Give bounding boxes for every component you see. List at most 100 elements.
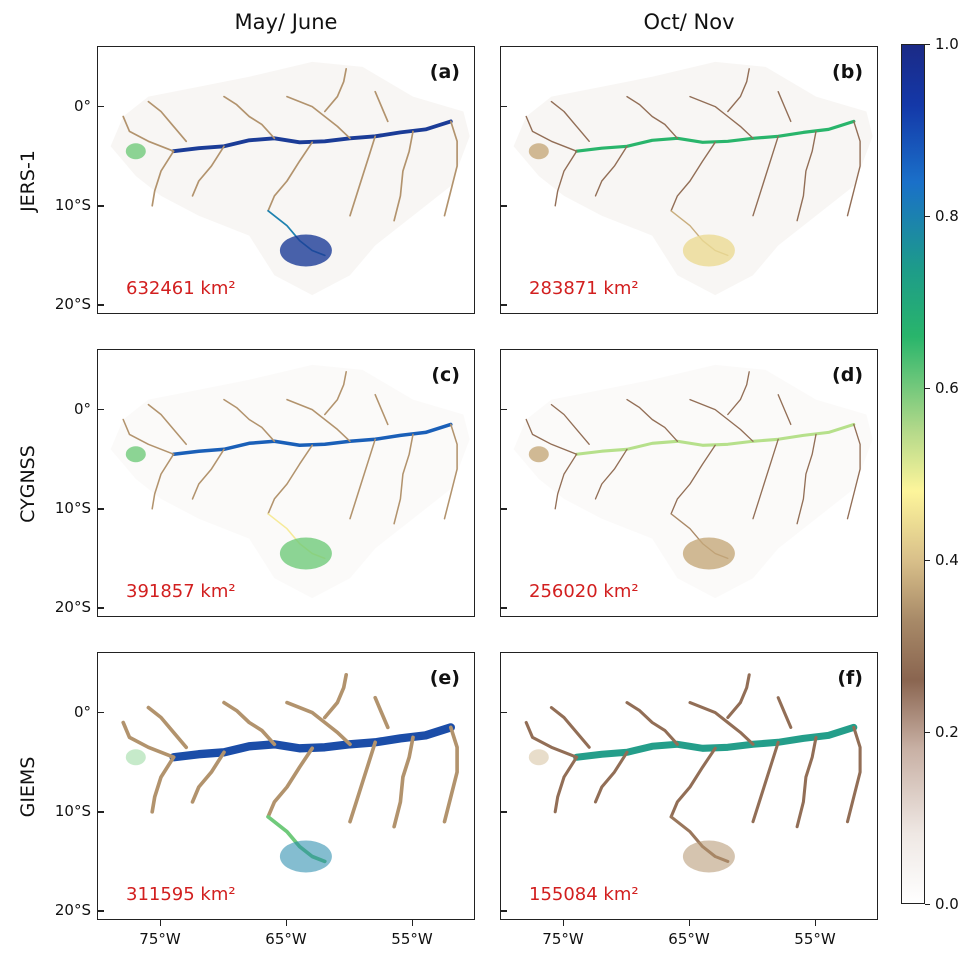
inundated-area-label: 256020 km² bbox=[529, 581, 639, 602]
tributary bbox=[689, 398, 754, 442]
tributary bbox=[689, 95, 754, 139]
y-tick-label: 10°S bbox=[54, 801, 91, 820]
tributary bbox=[727, 68, 750, 113]
tributary bbox=[554, 150, 578, 207]
tributary bbox=[122, 418, 175, 455]
western-wetland bbox=[528, 749, 549, 766]
tributary bbox=[266, 746, 315, 819]
inundated-area-label: 311595 km² bbox=[126, 884, 236, 905]
tributary bbox=[267, 444, 313, 515]
x-tick-label: 75°W bbox=[139, 930, 181, 948]
tributary bbox=[751, 740, 780, 824]
column-title-may-june: May/ June bbox=[234, 10, 338, 34]
y-tick-mark bbox=[98, 105, 104, 108]
tributary bbox=[625, 701, 679, 746]
panel-label: (f) bbox=[837, 667, 863, 689]
tributary bbox=[525, 115, 578, 152]
tributary bbox=[752, 135, 779, 217]
pantanal-wetland bbox=[279, 840, 332, 873]
inundation-map bbox=[524, 673, 862, 873]
tributary bbox=[726, 673, 751, 720]
panel-label: (b) bbox=[832, 61, 863, 83]
y-tick-mark bbox=[501, 711, 507, 714]
y-tick-label: 0° bbox=[73, 399, 91, 418]
y-tick-mark bbox=[98, 408, 104, 411]
tributary bbox=[525, 418, 578, 455]
panel-label: (e) bbox=[429, 667, 460, 689]
tributary bbox=[846, 423, 861, 520]
tributary bbox=[373, 695, 390, 730]
tributary bbox=[626, 95, 679, 139]
tributary bbox=[147, 403, 187, 446]
tributary bbox=[374, 393, 389, 426]
y-tick-mark bbox=[501, 607, 507, 609]
y-tick-mark bbox=[98, 304, 104, 306]
tributary bbox=[151, 453, 175, 510]
pantanal-wetland bbox=[682, 234, 735, 267]
tributary bbox=[146, 705, 189, 750]
colorbar-tick-mark bbox=[925, 388, 930, 390]
y-tick-label: 0° bbox=[73, 96, 91, 115]
tributary bbox=[442, 725, 459, 824]
y-tick-label: 10°S bbox=[54, 195, 91, 214]
tributary bbox=[150, 755, 176, 814]
panel-label: (a) bbox=[429, 61, 460, 83]
tributary bbox=[286, 398, 351, 443]
tributary bbox=[393, 130, 414, 222]
basin-extent bbox=[513, 61, 873, 296]
tributary bbox=[323, 67, 348, 113]
tributary bbox=[443, 120, 458, 217]
western-wetland bbox=[125, 749, 146, 766]
tributary bbox=[796, 433, 817, 525]
x-tick-label: 55°W bbox=[391, 930, 433, 948]
tributary bbox=[777, 394, 792, 426]
tributary bbox=[777, 91, 792, 123]
colorbar-tick-mark bbox=[925, 560, 930, 562]
x-tick-mark bbox=[160, 920, 162, 926]
y-tick-label: 20°S bbox=[54, 295, 91, 314]
tributary bbox=[443, 423, 458, 520]
tributary bbox=[349, 438, 376, 520]
map-panel-e: (e) 311595 km² bbox=[97, 652, 475, 920]
tributary bbox=[222, 700, 277, 747]
tributary bbox=[324, 371, 347, 416]
y-tick-mark bbox=[501, 408, 507, 411]
tributary bbox=[322, 672, 349, 720]
tributary bbox=[594, 145, 628, 197]
tributary bbox=[554, 453, 578, 510]
inundation-map bbox=[110, 364, 470, 599]
x-tick-mark bbox=[563, 920, 565, 926]
tributary bbox=[626, 398, 679, 442]
colorbar-tick-label: 0.6 bbox=[935, 379, 959, 397]
tributary bbox=[727, 371, 750, 416]
colorbar-tick-label: 0.2 bbox=[935, 723, 959, 741]
tributary bbox=[147, 100, 188, 143]
tributary bbox=[348, 740, 378, 824]
inundation-map bbox=[513, 364, 873, 599]
panel-label: (d) bbox=[832, 364, 863, 386]
y-tick-label: 20°S bbox=[54, 598, 91, 617]
colorbar bbox=[901, 44, 925, 904]
colorbar-tick-label: 0.4 bbox=[935, 551, 959, 569]
tributary bbox=[122, 115, 175, 153]
tributary bbox=[393, 433, 414, 525]
tributary bbox=[795, 735, 818, 829]
map-panel-d: (d) 256020 km² bbox=[500, 349, 878, 617]
y-tick-mark bbox=[501, 205, 507, 207]
pantanal-wetland bbox=[682, 840, 735, 873]
x-tick-label: 55°W bbox=[794, 930, 836, 948]
y-tick-mark bbox=[98, 910, 104, 912]
basin-extent bbox=[110, 364, 470, 599]
row-label-jers1: JERS-1 bbox=[17, 150, 39, 212]
y-tick-mark bbox=[98, 607, 104, 609]
tributary bbox=[594, 448, 628, 500]
tributary bbox=[121, 720, 176, 760]
tributary bbox=[846, 120, 861, 217]
basin-extent bbox=[110, 61, 470, 296]
colorbar-tick-label: 1.0 bbox=[935, 35, 959, 53]
western-wetland bbox=[528, 143, 549, 160]
inundation-map bbox=[121, 672, 459, 873]
row-label-giems: GIEMS bbox=[17, 756, 39, 818]
western-wetland bbox=[125, 143, 146, 160]
y-tick-mark bbox=[501, 508, 507, 510]
